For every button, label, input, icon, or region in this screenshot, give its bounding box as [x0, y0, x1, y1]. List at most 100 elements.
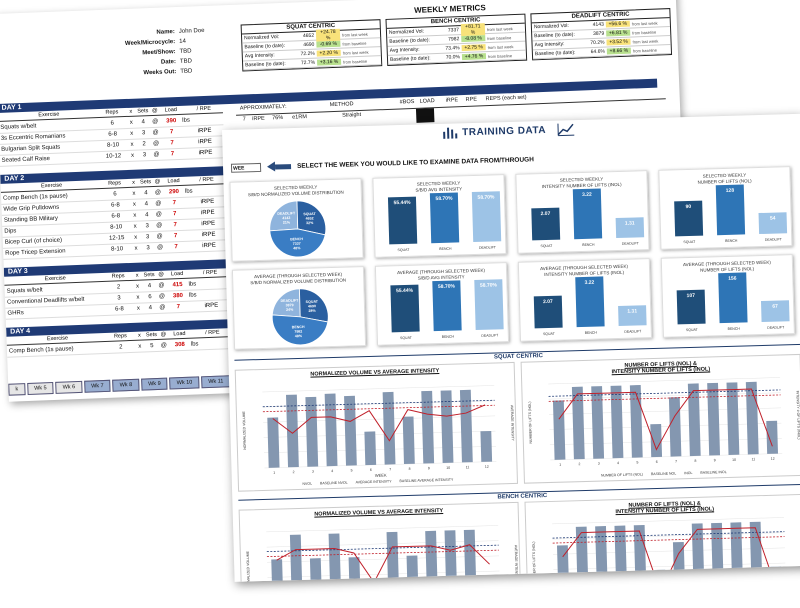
pie-slice-label: 48%: [295, 334, 303, 338]
summary-bar: 58.70%: [474, 279, 504, 330]
baseline-line: [262, 404, 495, 413]
metric-label: Normalized Vol:: [244, 34, 280, 42]
exercise-reps: 6: [110, 120, 115, 127]
gridline: [263, 415, 496, 423]
exercise-name: 3s Eccentric Romanians: [0, 133, 66, 142]
metric-change: +81.71 %: [460, 23, 486, 37]
week-select[interactable]: WEE: [230, 162, 262, 173]
trend-bar: [770, 566, 782, 582]
gridline: [553, 577, 786, 582]
week-tick: 10: [446, 466, 450, 470]
load-unit: [189, 306, 203, 307]
gridline: [549, 407, 781, 415]
bar-category-label: DEADLIFT: [624, 329, 642, 334]
exercise-load: 380: [172, 292, 184, 300]
exercise-rpe: [196, 120, 212, 121]
times-symbol: x: [133, 223, 137, 230]
summary-bar: 128: [715, 184, 746, 236]
header-cell: Sets: [139, 179, 152, 186]
metric-label: Baseline (to date):: [244, 42, 286, 51]
week-tick: 11: [752, 457, 756, 461]
bar-category-label: DEADLIFT: [767, 325, 785, 330]
exercise-rpe: iRPE: [200, 198, 215, 206]
panel-title-line: S/B/D AVG INTENSITY: [417, 273, 465, 281]
sheet-tab[interactable]: Wk 6: [55, 380, 83, 394]
load-unit: lbs: [184, 188, 193, 195]
exercise-load: 290: [168, 189, 180, 196]
load-unit: [187, 246, 201, 247]
bar-value-label: 55.44%: [395, 287, 414, 294]
exercise-rpe: [199, 191, 215, 192]
trend-line: [276, 544, 490, 582]
metric-value: 72.7%: [300, 59, 316, 67]
trend-bar: [267, 417, 280, 468]
trend-bar: [610, 385, 624, 459]
summary-bar: 2.07: [531, 207, 561, 241]
gridline: [549, 422, 782, 430]
exercise-sets: 4: [148, 305, 153, 312]
header-cell: [190, 330, 204, 338]
times-symbol: x: [130, 141, 134, 148]
metric-note: from baseline: [632, 47, 657, 54]
summary-bar: 55.44%: [387, 196, 418, 245]
header-cell: @: [154, 178, 161, 185]
week-prompt: WEE SELECT THE WEEK YOU WOULD LIKE TO EX…: [230, 153, 534, 173]
arrow-shaft: [274, 163, 292, 170]
pie-slice-label: 21%: [283, 220, 291, 224]
week-tick: 7: [675, 459, 677, 463]
bar-value-label: 107: [686, 292, 696, 299]
gridline: [262, 385, 495, 393]
bar-value-label: 58.70%: [437, 283, 456, 291]
metric-note: from baseline: [342, 58, 368, 65]
pie-slice-label: 32%: [306, 221, 314, 225]
gridline: [553, 562, 786, 570]
baseline-line: [266, 549, 499, 558]
sheet-tab[interactable]: Wk 5: [26, 381, 54, 395]
exercise-sets: 3: [141, 130, 146, 137]
times-symbol: x: [134, 234, 138, 241]
info-label: Weeks Out:: [143, 69, 177, 77]
sheet-tab[interactable]: Wk 11: [201, 375, 231, 389]
sheet-tab[interactable]: Wk 7: [83, 379, 111, 393]
header-cell: / RPE: [202, 269, 218, 277]
exercise-load: 390: [166, 118, 177, 125]
approx-header-cell: RPE: [465, 96, 478, 103]
gridline: [267, 570, 500, 578]
trend-bar: [328, 533, 342, 582]
sheet-tab[interactable]: Wk 9: [140, 377, 168, 391]
exercise-reps: 8-10: [111, 246, 124, 253]
bar-category-label: SQUAT: [542, 331, 555, 337]
info-row: Date: TBD: [96, 57, 236, 68]
pie-slice: [299, 288, 329, 323]
bar-category-label: BENCH: [441, 334, 455, 339]
bos-cell: [415, 108, 435, 123]
bar-value-label: 1.31: [624, 220, 635, 227]
metric-value: 4143: [592, 21, 604, 29]
trend-bar: [324, 393, 338, 467]
trend-bar: [463, 529, 477, 582]
bar-value-label: 3.22: [581, 191, 592, 198]
exercise-load: 7: [173, 233, 178, 240]
times-symbol: x: [130, 152, 135, 159]
summary-bar: 107: [676, 289, 706, 325]
bar-category-label: BENCH: [725, 238, 738, 243]
sheet-tab[interactable]: Wk 8: [112, 378, 140, 392]
header-cell: @: [158, 271, 165, 278]
gridline: [552, 532, 785, 540]
metric-value: 73.4%: [445, 45, 460, 52]
at-symbol: @: [156, 222, 163, 229]
sheet-tab[interactable]: k: [8, 383, 26, 396]
metric-value: 7337: [447, 27, 460, 34]
week-tick: 3: [598, 462, 600, 466]
legend-item: NVOL: [302, 481, 313, 486]
header-cell: / RPE: [205, 329, 220, 337]
info-value: 14: [179, 38, 187, 45]
pie-slice: [269, 228, 326, 258]
exercise-sets: 4: [141, 119, 146, 126]
sheet-tab[interactable]: Wk 10: [169, 376, 200, 390]
gridline: [552, 517, 785, 525]
summary-bar: 58.70%: [432, 280, 462, 332]
trend-bar: [668, 397, 682, 457]
bar-category-label: SQUAT: [685, 327, 698, 333]
gridline: [264, 446, 496, 454]
